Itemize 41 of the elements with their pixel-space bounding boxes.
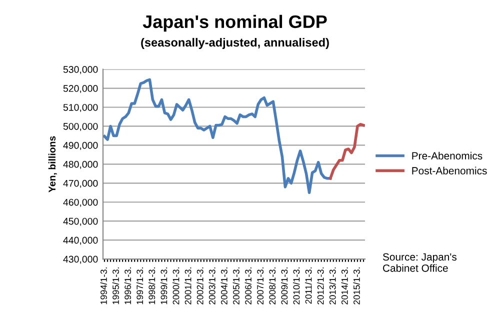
- x-tick-label: 2013/1-3.: [329, 268, 336, 304]
- y-tick-label: 490,000: [63, 142, 98, 150]
- x-tick-label: 2001/1-3.: [184, 268, 192, 304]
- legend-label: Post-Abenomics: [412, 166, 487, 174]
- x-tick-label: 2005/1-3.: [232, 268, 240, 304]
- line-series: [328, 122, 365, 180]
- x-tick-label: 2000/1-3.: [172, 268, 180, 304]
- chart-title: Japan's nominal GDP: [142, 14, 327, 32]
- x-tick-label: 2014/1-3.: [341, 268, 348, 304]
- chart-subtitle: (seasonally-adjusted, annualised): [141, 38, 329, 49]
- x-tick-label: 2010/1-3.: [293, 268, 300, 304]
- x-tick-label: 1994/1-3.: [100, 268, 107, 304]
- y-tick-label: 520,000: [63, 85, 98, 94]
- x-tick-label: 1995/1-3.: [112, 268, 119, 304]
- x-tick-label: 2007/1-3.: [256, 268, 264, 304]
- legend-label: Pre-Abenomics: [412, 152, 482, 160]
- x-tick-label: 1997/1-3.: [136, 268, 144, 304]
- y-tick-label: 430,000: [63, 256, 98, 264]
- x-tick-label: 2011/1-3.: [305, 268, 312, 304]
- y-tick-label: 440,000: [63, 236, 98, 245]
- x-tick-label: 2003/1-3.: [208, 268, 216, 304]
- source-note: Source: Japan's Cabinet Office: [382, 253, 456, 272]
- x-tick-label: 1996/1-3.: [124, 268, 132, 304]
- y-tick-label: 510,000: [63, 104, 98, 112]
- x-tick-label: 2002/1-3.: [196, 268, 204, 304]
- x-tick-label: 2006/1-3.: [244, 268, 252, 304]
- x-tick-label: 2015/1-3.: [353, 268, 360, 304]
- x-tick-label: 2004/1-3.: [220, 268, 228, 304]
- y-tick-label: 530,000: [63, 66, 98, 74]
- line-series: [103, 78, 332, 194]
- x-tick-label: 2009/1-3.: [280, 268, 288, 304]
- x-tick-label: 2012/1-3.: [317, 268, 324, 304]
- y-tick-label: 500,000: [63, 122, 98, 131]
- x-tick-label: 1998/1-3.: [148, 268, 156, 304]
- y-tick-label: 450,000: [63, 218, 98, 226]
- y-tick-label: 480,000: [63, 160, 98, 169]
- y-tick-label: 460,000: [63, 198, 98, 207]
- x-tick-label: 1999/1-3.: [160, 268, 168, 304]
- y-tick-label: 470,000: [63, 180, 98, 188]
- y-axis-title: Yen, billions: [48, 136, 57, 192]
- x-tick-label: 2008/1-3.: [268, 268, 276, 304]
